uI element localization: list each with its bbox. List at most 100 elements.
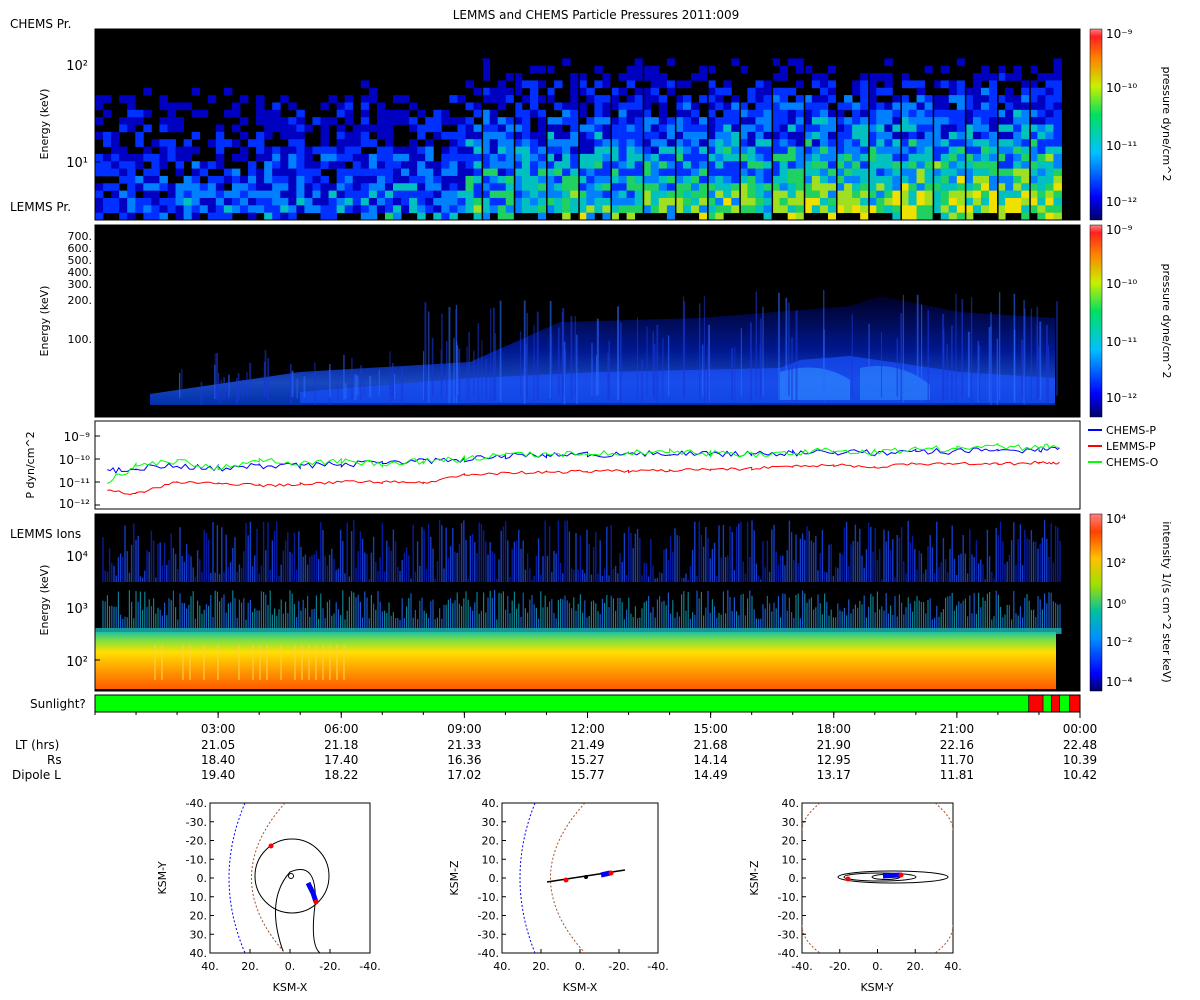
chems-cell bbox=[956, 161, 966, 169]
chems-cell bbox=[707, 212, 716, 221]
chems-cell bbox=[409, 183, 418, 192]
chems-cell bbox=[650, 117, 660, 125]
chems-cell bbox=[320, 175, 329, 184]
chems-cell bbox=[626, 175, 636, 184]
chems-cell bbox=[723, 190, 732, 199]
chems-cell bbox=[795, 205, 805, 214]
chems-cell bbox=[739, 190, 748, 199]
chems-cell bbox=[441, 131, 450, 140]
chems-cell bbox=[288, 190, 297, 199]
lemms-pr-ytick-3: 400. bbox=[68, 266, 93, 279]
chems-cell bbox=[513, 131, 523, 140]
chems-cell bbox=[280, 205, 289, 214]
chems-cell bbox=[1005, 175, 1014, 184]
chems-cell bbox=[900, 168, 909, 177]
chems-cell bbox=[537, 131, 547, 140]
spacecraft-track bbox=[882, 872, 901, 879]
ephemeris-row-label: LT (hrs) bbox=[15, 738, 59, 752]
chems-cell bbox=[1053, 80, 1062, 89]
chems-cell bbox=[723, 139, 732, 147]
chems-cell bbox=[731, 131, 740, 140]
chems-cell bbox=[795, 161, 805, 169]
chems-cell bbox=[972, 87, 982, 96]
chems-cell bbox=[602, 109, 611, 118]
chems-cell bbox=[747, 161, 756, 169]
chems-cell bbox=[304, 190, 313, 199]
chems-cell bbox=[481, 153, 491, 162]
chems-cell bbox=[618, 153, 627, 162]
chems-cell bbox=[852, 161, 861, 169]
chems-cell bbox=[860, 146, 869, 155]
chems-cell bbox=[916, 146, 926, 155]
chems-cell bbox=[256, 139, 265, 147]
chems-cell bbox=[779, 168, 789, 177]
pressure-ytick-0: 10⁻⁹ bbox=[64, 430, 91, 444]
chems-cell bbox=[940, 161, 950, 169]
chems-cell bbox=[304, 168, 313, 177]
chems-cell bbox=[1037, 153, 1046, 162]
chems-cell bbox=[441, 146, 450, 155]
chems-cell bbox=[1013, 65, 1022, 74]
chems-cell bbox=[924, 190, 934, 199]
chems-cell bbox=[554, 197, 563, 206]
chems-cell bbox=[425, 161, 434, 169]
chems-cell bbox=[1021, 153, 1030, 162]
chems-cell bbox=[618, 117, 627, 125]
chems-cell bbox=[529, 146, 539, 155]
chems-cell bbox=[779, 139, 789, 147]
chems-cell bbox=[546, 190, 555, 199]
chems-cell bbox=[980, 87, 990, 96]
chems-cell bbox=[779, 190, 789, 199]
chems-cell bbox=[127, 212, 136, 221]
chems-cell bbox=[795, 80, 805, 89]
chems-cell bbox=[1045, 197, 1054, 206]
chems-cell bbox=[682, 168, 692, 177]
chems-cell bbox=[658, 190, 668, 199]
chems-cell bbox=[352, 197, 362, 206]
chems-cell bbox=[876, 124, 885, 133]
chems-cell bbox=[763, 161, 772, 169]
chems-cell bbox=[779, 73, 789, 81]
chems-cell bbox=[755, 190, 764, 199]
chems-cell bbox=[755, 197, 764, 206]
chems-cbar-tick-0: 10⁻⁹ bbox=[1106, 27, 1133, 41]
chems-cell bbox=[256, 175, 265, 184]
chems-cell bbox=[795, 124, 805, 133]
chems-cell bbox=[819, 146, 829, 155]
chems-cell bbox=[368, 95, 378, 103]
chems-cell bbox=[763, 109, 772, 118]
chems-cell bbox=[135, 131, 144, 140]
chems-cell bbox=[95, 102, 104, 111]
chems-cell bbox=[191, 146, 201, 155]
chems-cell bbox=[586, 212, 595, 221]
chems-cell bbox=[626, 212, 636, 221]
chems-cell bbox=[972, 131, 982, 140]
chems-cell bbox=[594, 183, 603, 192]
chems-cell bbox=[111, 183, 120, 192]
chems-cell bbox=[699, 139, 708, 147]
chems-cell bbox=[167, 197, 176, 206]
chems-cell bbox=[417, 183, 426, 192]
chems-cell bbox=[167, 190, 176, 199]
chems-cell bbox=[682, 117, 692, 125]
chems-cell bbox=[811, 153, 821, 162]
magnetopause-boundary bbox=[519, 803, 536, 953]
chems-cell bbox=[852, 175, 861, 184]
chems-cell bbox=[312, 190, 321, 199]
chems-cell bbox=[634, 161, 644, 169]
chems-cell bbox=[980, 205, 990, 214]
chems-cell bbox=[449, 117, 458, 125]
chems-cell bbox=[731, 190, 740, 199]
chems-cell bbox=[183, 197, 193, 206]
chems-cell bbox=[529, 87, 539, 96]
chems-cell bbox=[691, 190, 700, 199]
chems-cell bbox=[264, 109, 273, 118]
chems-cell bbox=[465, 117, 474, 125]
chems-cell bbox=[771, 102, 781, 111]
chems-cell bbox=[803, 139, 813, 147]
chems-cell bbox=[489, 139, 499, 147]
chems-cell bbox=[819, 80, 829, 89]
chems-cell bbox=[280, 153, 289, 162]
chems-cell bbox=[666, 212, 676, 221]
chems-cell bbox=[852, 153, 861, 162]
